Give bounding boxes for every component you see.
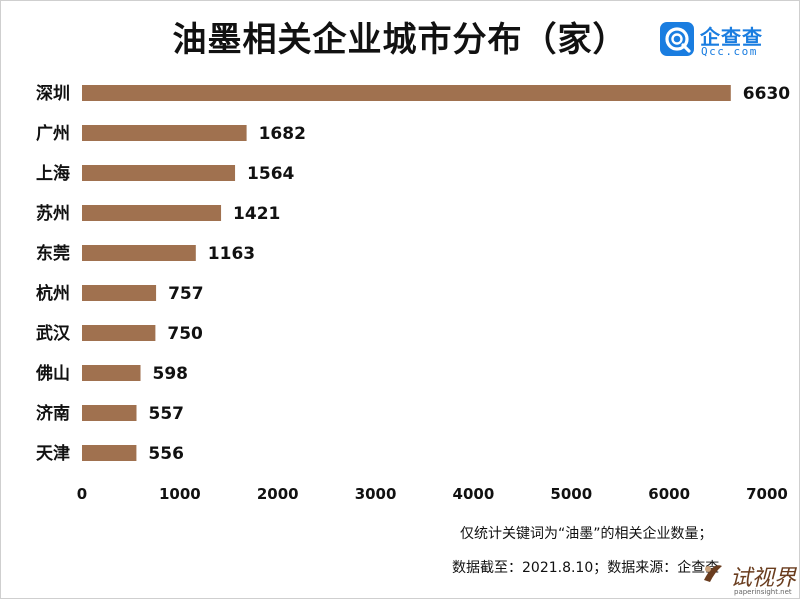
watermark-text: 试视界 [730,566,797,591]
value-label: 757 [168,284,204,304]
watermark-icon [704,565,722,582]
bar-9 [82,405,137,421]
bar-4 [82,205,222,221]
value-label: 6630 [743,84,790,104]
bar-2 [82,125,247,141]
value-label: 1421 [233,204,280,224]
category-label: 佛山 [35,363,70,384]
category-label: 天津 [36,443,70,464]
qcc-logo-text: 企查查 [700,25,763,49]
x-tick-label: 3000 [355,485,397,503]
value-label: 598 [153,364,189,384]
bar-3 [82,165,236,181]
x-tick-label: 6000 [648,485,690,503]
value-label: 557 [149,404,185,424]
watermark-domain: paperinsight.net [734,588,792,596]
category-label: 广州 [36,123,70,144]
category-label: 济南 [36,403,70,424]
x-tick-label: 2000 [257,485,299,503]
category-label: 苏州 [36,203,70,224]
value-label: 1564 [247,164,294,184]
bar-5 [82,245,196,261]
footnote-source: 数据截至：2021.8.10；数据来源：企查查 [452,560,720,576]
category-label: 东莞 [36,243,70,264]
category-label: 上海 [36,163,70,184]
bar-group [82,85,731,461]
qcc-logo-domain: Qcc.com [701,45,758,58]
value-label: 1682 [259,124,306,144]
category-label: 杭州 [36,283,70,304]
qcc-logo-icon [660,22,694,56]
bar-10 [82,445,137,461]
footnote-scope: 仅统计关键词为“油墨”的相关企业数量； [460,526,713,542]
x-axis-ticks: 0 1000 2000 3000 4000 5000 6000 7000 [77,485,788,503]
x-tick-label: 7000 [746,485,788,503]
x-tick-label: 0 [77,485,87,503]
bar-8 [82,365,141,381]
chart-title: 油墨相关企业城市分布（家） [172,20,628,60]
category-label: 深圳 [36,83,70,104]
category-label: 武汉 [36,323,71,344]
qcc-logo: 企查查 Qcc.com [660,22,780,62]
x-tick-label: 5000 [550,485,592,503]
watermark: 试视界 paperinsight.net [700,556,800,598]
value-label: 556 [148,444,184,464]
bar-1 [82,85,731,101]
x-tick-label: 4000 [453,485,495,503]
value-label: 750 [167,324,203,344]
value-label: 1163 [208,244,255,264]
bar-7 [82,325,156,341]
bar-6 [82,285,157,301]
x-tick-label: 1000 [159,485,201,503]
